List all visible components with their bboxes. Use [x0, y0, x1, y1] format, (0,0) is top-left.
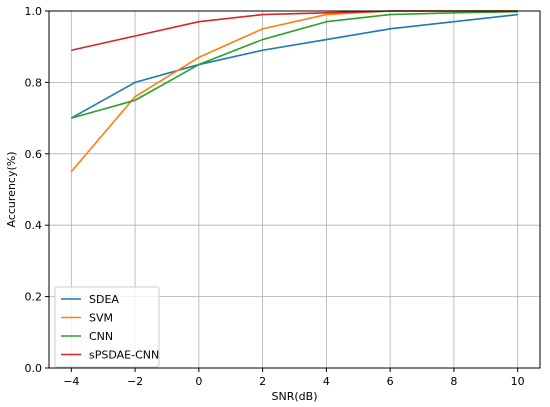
y-tick-label: 0.0: [25, 362, 43, 375]
x-tick-label: 6: [387, 375, 394, 388]
x-tick-label: 0: [195, 375, 202, 388]
legend-label: CNN: [89, 330, 113, 343]
y-tick-label: 0.8: [25, 76, 43, 89]
x-tick-label: −2: [127, 375, 143, 388]
legend-label: SVM: [89, 312, 113, 325]
x-axis-ticks: −4 −2 0 2 4 6 8 10: [63, 368, 525, 388]
y-tick-label: 1.0: [25, 5, 43, 18]
x-tick-label: −4: [63, 375, 79, 388]
series-lines: [70, 10, 518, 173]
y-tick-label: 0.4: [25, 219, 43, 232]
x-axis-label: SNR(dB): [272, 390, 318, 403]
y-axis-ticks: 0.0 0.2 0.4 0.6 0.8 1.0: [25, 5, 49, 375]
y-axis-label: Accurency(%): [5, 151, 18, 227]
x-tick-label: 2: [259, 375, 266, 388]
legend-label: sPSDAE-CNN: [89, 349, 159, 362]
series-line-sdea: [70, 13, 518, 119]
y-tick-label: 0.6: [25, 148, 43, 161]
plot-frame: [48, 10, 541, 369]
x-tick-label: 4: [323, 375, 330, 388]
y-tick-label: 0.2: [25, 291, 43, 304]
series-line-cnn: [71, 10, 518, 119]
legend-label: SDEA: [89, 293, 119, 306]
legend-box: [54, 286, 160, 368]
x-tick-label: 8: [450, 375, 457, 388]
x-tick-label: 10: [511, 375, 525, 388]
legend-items: SDEA SVM CNN sPSDAE-CNN: [61, 293, 159, 362]
legend: SDEA SVM CNN sPSDAE-CNN: [54, 286, 160, 368]
